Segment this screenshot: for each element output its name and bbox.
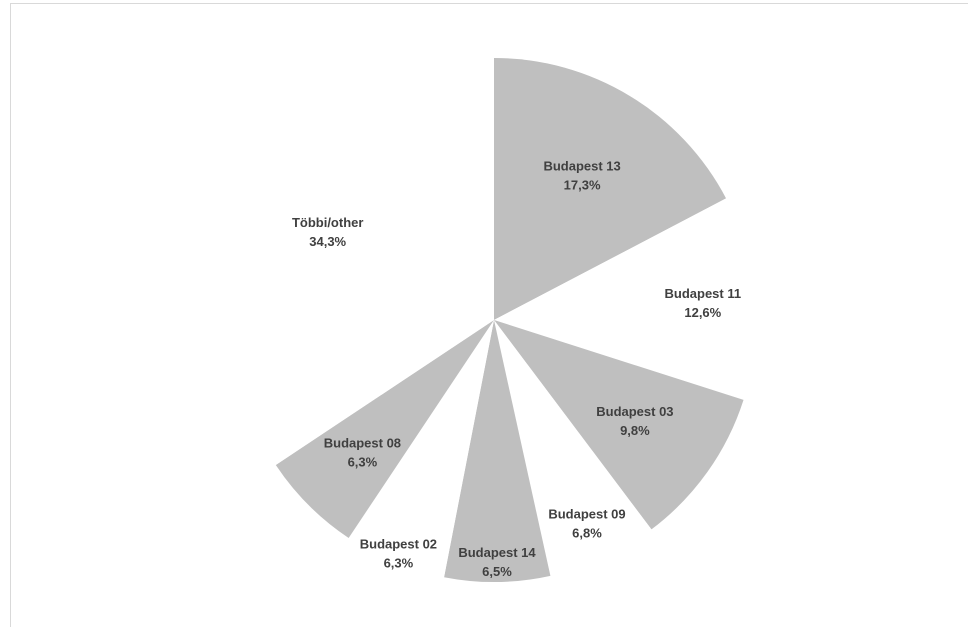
slice-label-budapest-08: Budapest 08 6,3% — [324, 435, 401, 469]
slice-label-budapest-13: Budapest 13 17,3% — [543, 158, 620, 192]
slice-value: 6,3% — [348, 454, 378, 469]
pie-slice-budapest-09 — [494, 320, 652, 576]
slice-label-budapest-02: Budapest 02 6,3% — [360, 537, 437, 571]
slice-name: Budapest 03 — [596, 404, 673, 419]
slice-label-budapest-11: Budapest 11 12,6% — [665, 286, 742, 320]
slice-name: Budapest 14 — [458, 545, 536, 560]
pie-slice-budapest-02 — [348, 320, 494, 578]
slice-value: 9,8% — [620, 423, 650, 438]
pie-slice-budapest-03 — [494, 320, 744, 530]
pie-slices — [231, 58, 756, 582]
pie-slice-budapest-13 — [494, 58, 727, 320]
slice-label-budapest-14: Budapest 14 6,5% — [458, 545, 536, 579]
slice-name: Budapest 11 — [665, 286, 742, 301]
pie-labels: Budapest 13 17,3%Budapest 11 12,6%Budapest… — [292, 158, 741, 579]
slice-name: Budapest 08 — [324, 435, 401, 450]
slice-name: Budapest 09 — [548, 506, 625, 521]
slice-value: 12,6% — [684, 305, 721, 320]
slice-name: Többi/other — [292, 215, 364, 230]
slice-value: 6,3% — [384, 556, 414, 571]
slice-value: 17,3% — [564, 177, 601, 192]
slice-value: 34,3% — [309, 234, 346, 249]
slice-label-t-bbi-other: Többi/other 34,3% — [292, 215, 364, 249]
slice-label-budapest-09: Budapest 09 6,8% — [548, 506, 625, 540]
pie-slice-t-bbi-other — [231, 58, 494, 465]
slice-value: 6,8% — [572, 525, 602, 540]
pie-slice-budapest-14 — [444, 320, 551, 582]
chart-frame — [10, 3, 968, 627]
slice-value: 6,5% — [482, 564, 512, 579]
slice-name: Budapest 13 — [543, 158, 620, 173]
pie-slice-budapest-11 — [494, 198, 756, 400]
slice-label-budapest-03: Budapest 03 9,8% — [596, 404, 673, 438]
pie-slice-budapest-08 — [275, 320, 494, 538]
slice-name: Budapest 02 — [360, 537, 437, 552]
